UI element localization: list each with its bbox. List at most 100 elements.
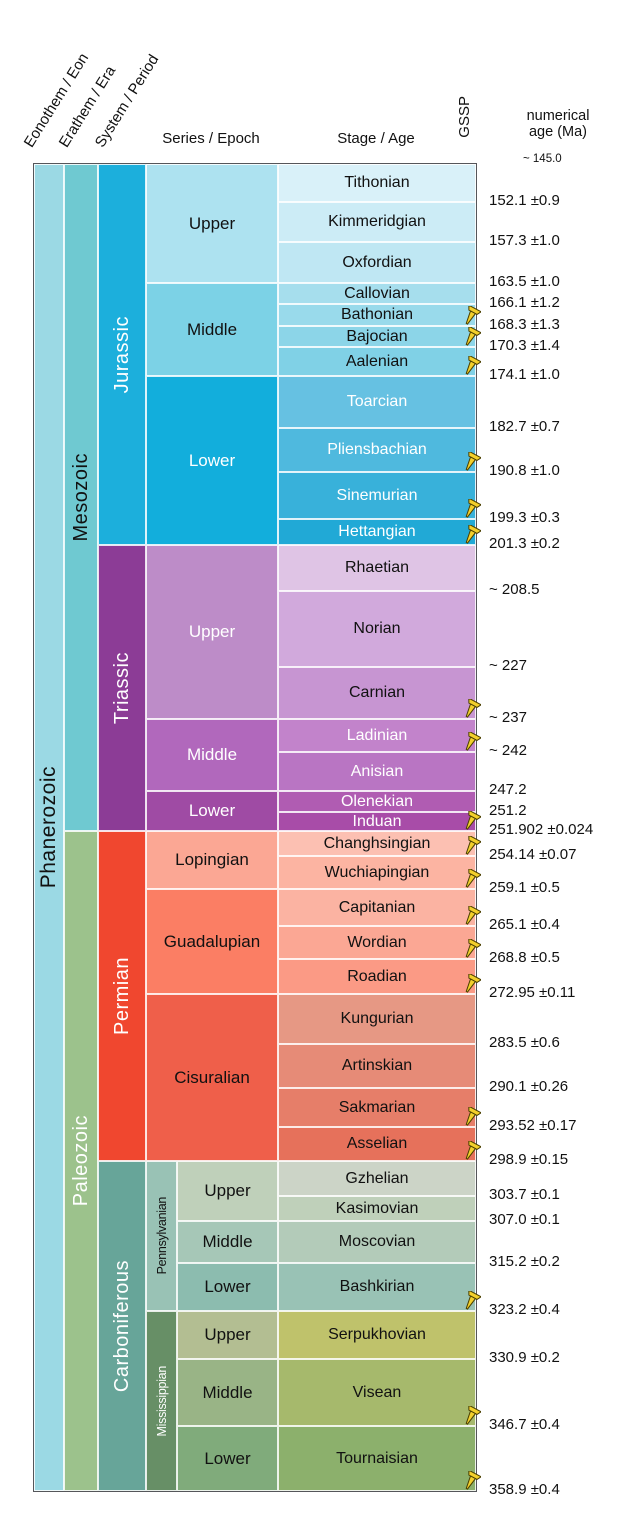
stage-cell-tithonian: Tithonian xyxy=(278,164,476,202)
stage-cell-kimmeridgian: Kimmeridgian xyxy=(278,202,476,242)
gssp-spike-icon xyxy=(461,1291,481,1311)
stage-label: Wordian xyxy=(347,933,407,951)
age-label: 174.1 ±1.0 xyxy=(489,366,560,383)
stage-label: Capitanian xyxy=(338,898,416,916)
stage-label: Ladinian xyxy=(346,726,408,744)
series-cell-lower-mississippian: Lower xyxy=(177,1426,278,1491)
series-label: Middle xyxy=(202,1382,253,1402)
header-series-epoch: Series / Epoch xyxy=(162,130,260,147)
stage-label: Moscovian xyxy=(338,1233,416,1250)
series-cell-upper-mississippian: Upper xyxy=(177,1311,278,1359)
series-label: Upper xyxy=(204,1325,251,1344)
stage-label: Wuchiapingian xyxy=(324,863,430,881)
gssp-spike-icon xyxy=(461,1107,481,1127)
stage-label: Serpukhovian xyxy=(328,1326,426,1343)
age-label: 157.3 ±1.0 xyxy=(489,232,560,249)
stage-cell-hettangian: Hettangian xyxy=(278,519,481,545)
stage-label: Bashkirian xyxy=(339,1278,415,1295)
age-label: 152.1 ±0.9 xyxy=(489,192,560,209)
age-label: 259.1 ±0.5 xyxy=(489,879,560,896)
stage-label: Rhaetian xyxy=(344,559,410,576)
age-label: 293.52 ±0.17 xyxy=(489,1117,577,1134)
stage-label: Toarcian xyxy=(346,393,408,410)
age-label: 298.9 ±0.15 xyxy=(489,1151,569,1168)
series-label: Lower xyxy=(204,1277,251,1296)
stage-label: Gzhelian xyxy=(345,1169,409,1187)
series-cell-lower-pennsylvanian: Lower xyxy=(177,1263,278,1311)
stage-label: Oxfordian xyxy=(342,253,412,271)
series-label: Middle xyxy=(186,745,238,764)
stage-label: Sinemurian xyxy=(336,486,418,504)
stage-cell-visean: Visean xyxy=(278,1359,481,1426)
stage-cell-pliensbachian: Pliensbachian xyxy=(278,428,481,472)
stage-cell-capitanian: Capitanian xyxy=(278,889,481,926)
series-cell-guadalupian: Guadalupian xyxy=(146,889,278,994)
stage-label: Asselian xyxy=(346,1135,408,1152)
header-stage-age: Stage / Age xyxy=(337,130,415,147)
header-gssp: GSSP xyxy=(455,96,473,138)
age-label: 265.1 ±0.4 xyxy=(489,916,560,933)
age-label: ~ 227 xyxy=(489,657,527,674)
stage-cell-oxfordian: Oxfordian xyxy=(278,242,476,283)
period-cell-permian: Permian xyxy=(98,831,146,1161)
period-label: Triassic xyxy=(110,651,133,725)
period-label: Carboniferous xyxy=(110,1259,133,1393)
era-cell-mesozoic: Mesozoic xyxy=(64,164,98,831)
stage-label: Kungurian xyxy=(340,1010,414,1027)
stage-cell-roadian: Roadian xyxy=(278,959,481,994)
eon-cell-phanerozoic: Phanerozoic xyxy=(34,164,64,1491)
stage-label: Hettangian xyxy=(338,523,416,540)
series-cell-upper-pennsylvanian: Upper xyxy=(177,1161,278,1221)
stage-cell-norian: Norian xyxy=(278,591,476,667)
stage-label: Visean xyxy=(352,1383,402,1401)
age-label: ~ 208.5 xyxy=(489,581,540,598)
period-label: Jurassic xyxy=(110,315,133,394)
stage-cell-gzhelian: Gzhelian xyxy=(278,1161,476,1196)
series-cell-lower-jurassic: Lower xyxy=(146,376,278,545)
stage-cell-sakmarian: Sakmarian xyxy=(278,1088,481,1127)
gssp-spike-icon xyxy=(461,869,481,889)
age-label: 168.3 ±1.3 xyxy=(489,316,560,333)
age-label: 254.14 ±0.07 xyxy=(489,846,577,863)
era-cell-paleozoic: Paleozoic xyxy=(64,831,98,1491)
stage-cell-tournaisian: Tournaisian xyxy=(278,1426,481,1491)
age-label: 190.8 ±1.0 xyxy=(489,462,560,479)
age-label: 251.2 xyxy=(489,802,527,819)
age-label: ~ 145.0 xyxy=(523,153,562,165)
subperiod-cell-mississippian: Mississippian xyxy=(146,1311,177,1491)
header-numerical-age-line2: age (Ma) xyxy=(528,124,588,140)
age-label: 247.2 xyxy=(489,781,527,798)
age-label: 268.8 ±0.5 xyxy=(489,949,560,966)
series-cell-lower-triassic: Lower xyxy=(146,791,278,831)
stage-cell-rhaetian: Rhaetian xyxy=(278,545,476,591)
age-label: 163.5 ±1.0 xyxy=(489,273,560,290)
age-label: 303.7 ±0.1 xyxy=(489,1186,560,1203)
age-label: ~ 237 xyxy=(489,709,527,726)
series-label: Upper xyxy=(188,622,236,641)
age-label: 201.3 ±0.2 xyxy=(489,535,560,552)
series-label: Middle xyxy=(202,1232,253,1251)
header-numerical-age-line1: numerical xyxy=(526,108,590,124)
series-label: Upper xyxy=(188,213,236,233)
gssp-spike-icon xyxy=(461,906,481,926)
stage-label: Carnian xyxy=(348,684,406,701)
series-label: Guadalupian xyxy=(163,931,261,951)
stage-cell-bathonian: Bathonian xyxy=(278,304,481,326)
age-label: 315.2 ±0.2 xyxy=(489,1253,560,1270)
gssp-spike-icon xyxy=(461,974,481,994)
stage-cell-kasimovian: Kasimovian xyxy=(278,1196,476,1221)
age-label: 330.9 ±0.2 xyxy=(489,1349,560,1366)
series-label: Lower xyxy=(204,1448,251,1468)
header-numerical-age: numerical age (Ma) xyxy=(480,108,636,140)
subperiod-label: Mississippian xyxy=(154,1365,169,1437)
gssp-spike-icon xyxy=(461,1406,481,1426)
gssp-spike-icon xyxy=(461,452,481,472)
gssp-spike-icon xyxy=(461,525,481,545)
stage-label: Olenekian xyxy=(340,792,414,810)
series-label: Lower xyxy=(188,801,236,820)
series-cell-cisuralian: Cisuralian xyxy=(146,994,278,1161)
series-label: Upper xyxy=(204,1181,251,1200)
stage-label: Sakmarian xyxy=(338,1098,416,1116)
stage-label: Roadian xyxy=(347,967,407,985)
stage-cell-wuchiapingian: Wuchiapingian xyxy=(278,856,481,889)
